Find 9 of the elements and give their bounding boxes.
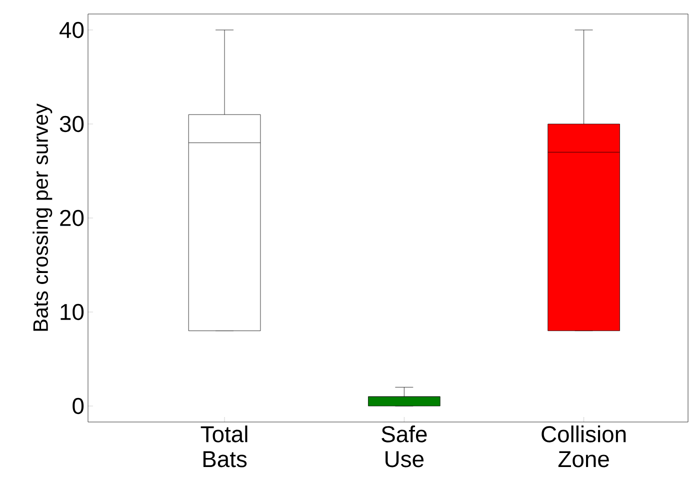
y-tick-label: 40: [60, 22, 84, 38]
y-tick-label: 0: [72, 398, 84, 414]
x-tick-label: Total Bats: [200, 426, 248, 468]
y-tick-label: 30: [60, 116, 84, 132]
y-tick-label: 20: [60, 210, 84, 226]
x-tick-label: Collision Zone: [542, 426, 626, 468]
x-tick-label: Safe Use: [382, 426, 427, 468]
y-axis-title: Bats crossing per survey: [32, 104, 52, 331]
y-tick-label: 10: [60, 304, 84, 320]
